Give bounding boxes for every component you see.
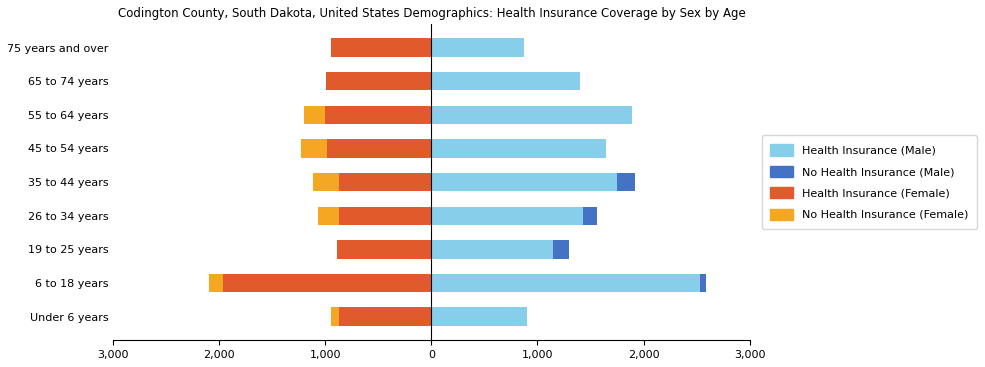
Bar: [326, 72, 431, 90]
Bar: [431, 173, 617, 191]
Bar: [431, 274, 699, 292]
Bar: [339, 207, 431, 225]
Bar: [617, 173, 634, 191]
Bar: [313, 173, 339, 191]
Bar: [431, 139, 607, 158]
Bar: [431, 308, 527, 326]
Bar: [331, 38, 431, 57]
Bar: [583, 207, 597, 225]
Bar: [699, 274, 706, 292]
Bar: [431, 207, 583, 225]
Bar: [318, 207, 339, 225]
Bar: [339, 308, 431, 326]
Bar: [554, 240, 569, 259]
Bar: [431, 106, 631, 124]
Bar: [327, 139, 431, 158]
Bar: [431, 72, 580, 90]
Bar: [339, 173, 431, 191]
Bar: [331, 308, 339, 326]
Title: Codington County, South Dakota, United States Demographics: Health Insurance Cov: Codington County, South Dakota, United S…: [117, 7, 746, 20]
Bar: [337, 240, 431, 259]
Bar: [431, 38, 524, 57]
Bar: [209, 274, 224, 292]
Bar: [304, 106, 325, 124]
Bar: [325, 106, 431, 124]
Legend: Health Insurance (Male), No Health Insurance (Male), Health Insurance (Female), : Health Insurance (Male), No Health Insur…: [761, 135, 977, 229]
Bar: [431, 240, 554, 259]
Bar: [301, 139, 327, 158]
Bar: [224, 274, 431, 292]
